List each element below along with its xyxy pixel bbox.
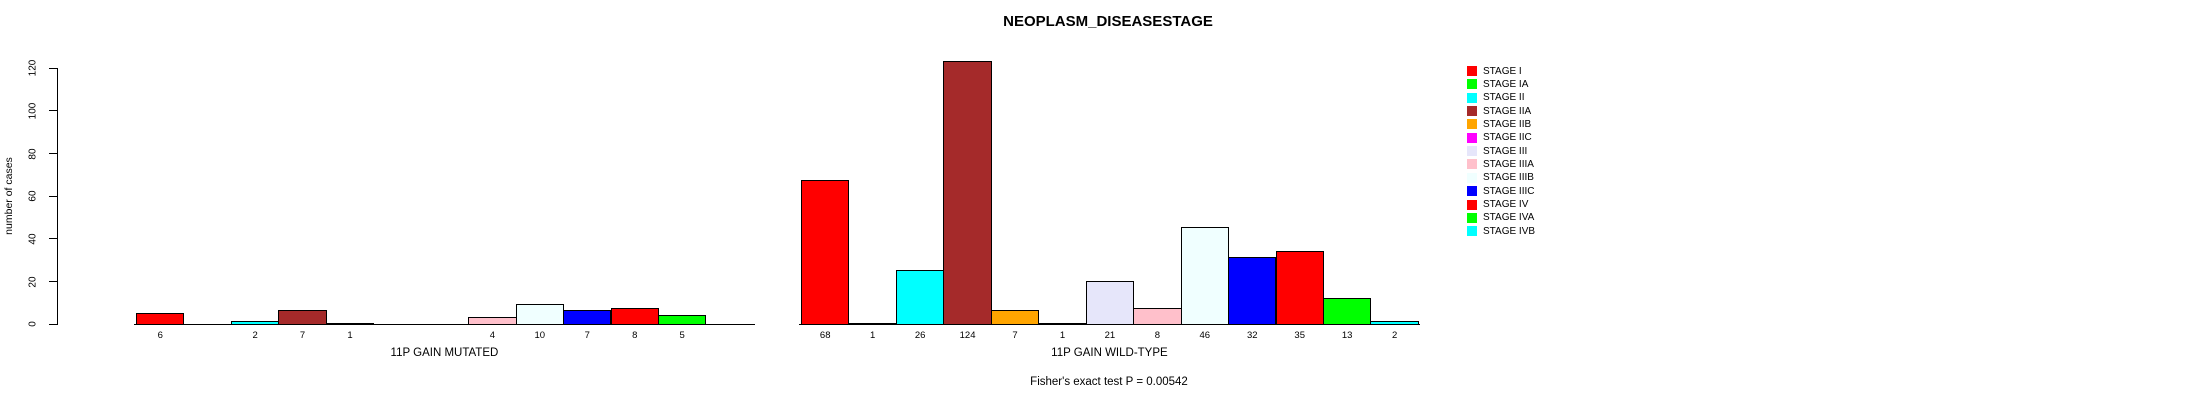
bar-value-label: 13 (1341, 329, 1353, 341)
stage-bar (943, 60, 992, 326)
legend-item-label: STAGE IA (1483, 78, 1529, 90)
bar-value-label: 46 (1199, 329, 1211, 341)
stage-bar (1370, 321, 1419, 326)
legend-item-label: STAGE IIC (1483, 132, 1532, 144)
legend-color-swatch (1467, 132, 1477, 143)
legend-color-swatch (1467, 79, 1477, 90)
legend-item-label: STAGE I (1483, 65, 1522, 77)
legend-color-swatch (1467, 146, 1477, 157)
legend-item-label: STAGE IIIA (1483, 158, 1534, 170)
legend-item-label: STAGE IIA (1483, 105, 1532, 117)
bar-value-label: 26 (914, 329, 926, 341)
legend-color-swatch (1467, 92, 1477, 103)
bar-value-label: 68 (819, 329, 831, 341)
stage-bar (325, 323, 375, 326)
y-axis-tick (48, 153, 57, 155)
chart-title: NEOPLASM_DISEASESTAGE (1003, 13, 1213, 30)
y-axis-tick-label: 40 (27, 233, 39, 245)
bar-value-label: 7 (299, 329, 306, 341)
group-x-axis-label: 11P GAIN MUTATED (390, 347, 499, 359)
y-axis-tick-label: 100 (27, 102, 39, 120)
stage-bar (1085, 280, 1135, 326)
y-axis-label: number of cases (3, 157, 15, 235)
bar-value-label: 10 (534, 329, 546, 341)
legend-color-swatch (1467, 66, 1477, 76)
stage-bar (230, 321, 280, 326)
y-axis-tick (48, 281, 57, 283)
bar-value-label: 8 (1154, 329, 1160, 341)
y-axis-tick (48, 238, 57, 240)
y-axis-tick (48, 323, 57, 325)
bar-value-label: 2 (252, 329, 258, 341)
y-axis-line (56, 68, 58, 326)
bar-value-label: 4 (489, 329, 495, 341)
bar-value-label: 124 (959, 329, 976, 341)
y-axis-tick-label: 80 (27, 147, 39, 160)
bar-value-label: 7 (584, 329, 590, 341)
stage-bar (610, 308, 659, 326)
stage-bar (895, 269, 945, 326)
legend-color-swatch (1467, 186, 1477, 197)
legend-color-swatch (1467, 199, 1477, 210)
legend-item-label: STAGE IIB (1483, 118, 1532, 130)
stage-bar (1133, 308, 1182, 326)
stage-bar (801, 180, 850, 326)
legend-item-label: STAGE II (1483, 92, 1525, 104)
legend-item-label: STAGE IVB (1483, 225, 1536, 237)
stage-bar (848, 323, 897, 326)
y-axis-tick-label: 60 (27, 190, 39, 202)
stage-bar (1275, 250, 1324, 326)
legend-item-label: STAGE IIIB (1483, 172, 1534, 184)
legend-item-label: STAGE IIIC (1483, 185, 1535, 197)
legend-item-label: STAGE IVA (1483, 212, 1535, 224)
bar-value-label: 8 (632, 329, 638, 341)
legend-color-swatch (1467, 119, 1477, 130)
legend-color-swatch (1467, 172, 1477, 183)
legend-item-label: STAGE IV (1483, 199, 1529, 210)
group-x-axis-label: 11P GAIN WILD-TYPE (1051, 347, 1168, 359)
legend-color-swatch (1467, 226, 1477, 237)
fisher-test-annotation: Fisher's exact test P = 0.00542 (1030, 376, 1188, 388)
y-axis-tick-label: 120 (27, 59, 39, 77)
bar-value-label: 2 (1391, 329, 1398, 341)
stage-bar (468, 316, 517, 326)
stage-bar (657, 314, 707, 326)
y-axis-tick (48, 110, 57, 112)
stage-bar (1322, 297, 1372, 326)
y-axis-tick-label: 0 (27, 321, 39, 328)
legend-color-swatch (1467, 159, 1477, 170)
stage-bar (1228, 257, 1277, 326)
bar-value-label: 6 (157, 329, 163, 341)
stage-bar (515, 304, 565, 326)
x-axis-baseline (133, 324, 756, 326)
bar-value-label: 21 (1104, 329, 1116, 341)
bar-value-label: 32 (1246, 329, 1258, 341)
bar-value-label: 1 (1059, 329, 1066, 341)
stage-bar (136, 312, 185, 326)
stage-bar (278, 310, 327, 326)
stage-bar (1180, 227, 1230, 326)
stage-bar (563, 310, 612, 326)
y-axis-tick (48, 195, 57, 197)
legend-color-swatch (1467, 106, 1477, 117)
y-axis-tick-label: 20 (27, 276, 39, 288)
bar-value-label: 7 (1012, 329, 1018, 341)
y-axis-tick (48, 67, 57, 69)
legend-color-swatch (1467, 212, 1477, 223)
bar-value-label: 5 (679, 329, 685, 341)
stage-bar (1038, 323, 1087, 326)
stage-bar (990, 310, 1040, 326)
legend-item-label: STAGE III (1483, 145, 1528, 157)
bar-value-label: 1 (870, 329, 876, 341)
bar-value-label: 35 (1294, 329, 1305, 341)
bar-value-label: 1 (347, 329, 353, 341)
